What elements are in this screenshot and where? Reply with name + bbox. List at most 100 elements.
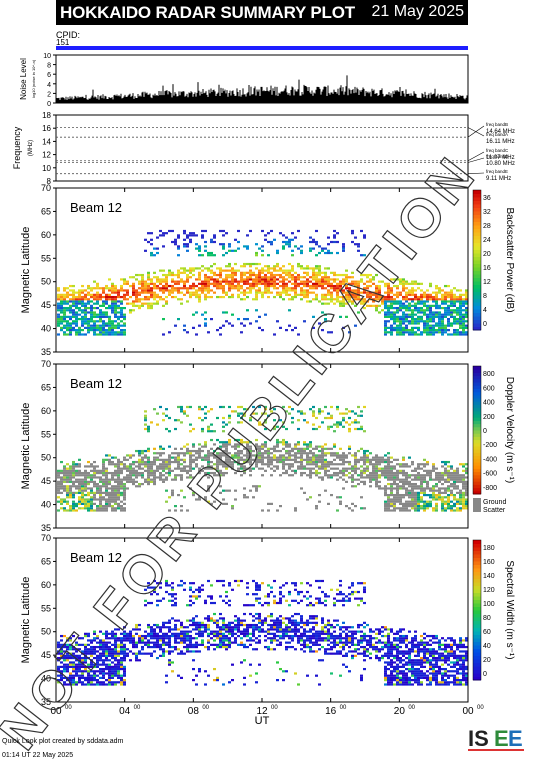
time-tick-label: 00 xyxy=(462,706,474,717)
beam-label: Beam 12 xyxy=(70,200,122,215)
footer-credit: Quick Look plot created by sddata.adm xyxy=(2,738,124,745)
colorbar-segment xyxy=(473,620,481,625)
colorbar-segment xyxy=(473,277,481,282)
colorbar-tick-label: 24 xyxy=(483,237,491,244)
colorbar-tick-label: 40 xyxy=(483,643,491,650)
colorbar-tick-label: 200 xyxy=(483,414,495,421)
beam-label: Beam 12 xyxy=(70,550,122,565)
latitude-tick-label: 45 xyxy=(41,300,51,310)
colorbar-segment xyxy=(473,274,481,278)
frequency-tick-label: 10 xyxy=(42,164,51,173)
colorbar-frame xyxy=(472,539,482,681)
colorbar-segment xyxy=(473,641,481,646)
colorbar-frame xyxy=(472,365,482,495)
frequency-tick-label: 8 xyxy=(47,177,52,186)
colorbar-segment xyxy=(473,401,481,405)
colorbar-segment xyxy=(473,442,481,447)
colorbar-segment xyxy=(473,305,481,310)
frequency-tick-label: 12 xyxy=(42,151,51,160)
colorbar-tick-label: 400 xyxy=(483,400,495,407)
plot-title: HOKKAIDO RADAR SUMMARY PLOT xyxy=(60,3,355,22)
noise-tick-label: 6 xyxy=(47,72,51,79)
latitude-tick-label: 40 xyxy=(41,324,51,334)
colorbar-segment xyxy=(473,617,481,621)
colorbar-segment xyxy=(473,407,481,412)
colorbar-segment xyxy=(473,436,481,441)
frequency-band-name: freq bandC xyxy=(486,148,509,153)
latitude-tick-label: 70 xyxy=(41,183,51,193)
colorbar-segment xyxy=(473,676,481,681)
colorbar-tick-label: 0 xyxy=(483,321,487,328)
colorbar-tick-label: 28 xyxy=(483,223,491,230)
colorbar-segment xyxy=(473,568,481,572)
colorbar-segment xyxy=(473,669,481,674)
colorbar-segment xyxy=(473,592,481,597)
time-tick-label: 20 xyxy=(394,706,406,717)
colorbar-segment xyxy=(473,398,481,402)
frequency-band-value: 14.64 MHz xyxy=(486,129,515,135)
noise-tick-label: 0 xyxy=(47,101,51,108)
colorbar-tick-label: -200 xyxy=(483,442,497,449)
colorbar-segment xyxy=(473,547,481,551)
colorbar-segment xyxy=(473,543,481,548)
colorbar-segment xyxy=(473,391,481,396)
cpid-bar xyxy=(56,46,468,50)
colorbar-tick-label: 800 xyxy=(483,371,495,378)
colorbar-segment xyxy=(473,481,481,485)
colorbar-segment xyxy=(473,666,481,670)
colorbar-segment xyxy=(473,426,481,431)
colorbar-segment xyxy=(473,655,481,660)
colorbar-segment xyxy=(473,585,481,590)
colorbar-tick-label: -600 xyxy=(483,471,497,478)
colorbar-tick-label: 20 xyxy=(483,251,491,258)
noise-series xyxy=(56,75,468,103)
latitude-tick-label: 45 xyxy=(41,650,51,660)
colorbar-tick-label: 0 xyxy=(483,428,487,435)
colorbar-segment xyxy=(473,239,481,243)
latitude-tick-label: 70 xyxy=(41,533,51,543)
latitude-axis-label: Magnetic Latitude xyxy=(20,403,32,490)
noise-tick-label: 8 xyxy=(47,63,51,70)
time-tick-sup: 00 xyxy=(202,705,209,711)
colorbar-segment xyxy=(473,634,481,639)
colorbar-segment xyxy=(473,316,481,320)
colorbar-tick-label: 80 xyxy=(483,615,491,622)
colorbar-segment xyxy=(473,388,481,393)
latitude-tick-label: 50 xyxy=(41,453,51,463)
frequency-axis-sublabel: (MHz) xyxy=(28,140,34,156)
colorbar-segment xyxy=(473,263,481,268)
colorbar-segment xyxy=(473,242,481,247)
radar-cells xyxy=(57,405,468,512)
frequency-tick-label: 14 xyxy=(42,137,51,146)
time-tick-sup: 00 xyxy=(477,705,484,711)
colorbar-segment xyxy=(473,270,481,275)
radar-cells xyxy=(57,229,468,336)
colorbar-segment xyxy=(473,291,481,296)
radar-panel xyxy=(53,537,482,703)
latitude-axis-label: Magnetic Latitude xyxy=(20,227,32,314)
colorbar-segment xyxy=(473,571,481,576)
colorbar-segment xyxy=(473,410,481,415)
colorbar-segment xyxy=(473,455,481,460)
beam-label: Beam 12 xyxy=(70,376,122,391)
colorbar-segment xyxy=(473,465,481,469)
time-tick-sup: 00 xyxy=(65,705,72,711)
colorbar-segment xyxy=(473,382,481,386)
colorbar-segment xyxy=(473,366,481,370)
radar-cells xyxy=(57,579,468,686)
frequency-band-name: freq bandB xyxy=(486,122,508,127)
colorbar-segment xyxy=(473,673,481,677)
colorbar-tick-label: 12 xyxy=(483,279,491,286)
colorbar-segment xyxy=(473,458,481,463)
latitude-tick-label: 65 xyxy=(41,206,51,216)
colorbar-segment xyxy=(473,423,481,428)
colorbar-segment xyxy=(473,404,481,409)
colorbar-segment xyxy=(473,662,481,667)
colorbar-segment xyxy=(473,378,481,383)
colorbar-segment xyxy=(473,468,481,473)
colorbar-segment xyxy=(473,193,481,198)
colorbar-label: Backscatter Power (dB) xyxy=(504,207,515,312)
colorbar-segment xyxy=(473,550,481,555)
isee-logo: IS E E xyxy=(468,726,524,751)
